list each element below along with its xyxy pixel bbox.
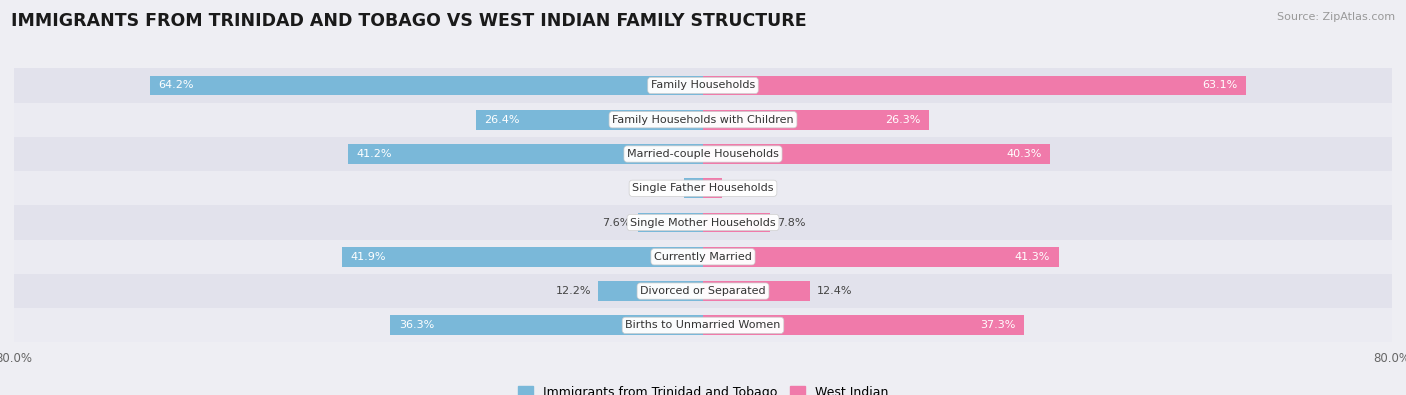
Bar xyxy=(703,281,810,301)
Text: Married-couple Households: Married-couple Households xyxy=(627,149,779,159)
Text: Source: ZipAtlas.com: Source: ZipAtlas.com xyxy=(1277,12,1395,22)
Bar xyxy=(598,281,703,301)
Bar xyxy=(14,205,1392,240)
Text: 41.9%: 41.9% xyxy=(350,252,387,262)
Bar xyxy=(14,137,1392,171)
Bar xyxy=(637,213,703,233)
Bar xyxy=(703,247,1059,267)
Bar xyxy=(703,110,929,130)
Text: 2.2%: 2.2% xyxy=(728,183,758,193)
Bar xyxy=(14,68,1392,103)
Text: 12.4%: 12.4% xyxy=(817,286,852,296)
Text: 41.2%: 41.2% xyxy=(357,149,392,159)
Bar xyxy=(703,144,1050,164)
Text: Births to Unmarried Women: Births to Unmarried Women xyxy=(626,320,780,330)
Text: 37.3%: 37.3% xyxy=(980,320,1015,330)
Bar xyxy=(703,178,721,198)
Bar xyxy=(14,171,1392,205)
Text: 40.3%: 40.3% xyxy=(1007,149,1042,159)
Text: Family Households: Family Households xyxy=(651,81,755,90)
Bar xyxy=(685,178,703,198)
Text: 12.2%: 12.2% xyxy=(555,286,591,296)
Text: 64.2%: 64.2% xyxy=(159,81,194,90)
Bar xyxy=(703,315,1024,335)
Bar xyxy=(703,75,1246,96)
Bar xyxy=(14,240,1392,274)
Text: 2.2%: 2.2% xyxy=(648,183,678,193)
Text: 36.3%: 36.3% xyxy=(399,320,434,330)
Text: 63.1%: 63.1% xyxy=(1202,81,1237,90)
Legend: Immigrants from Trinidad and Tobago, West Indian: Immigrants from Trinidad and Tobago, Wes… xyxy=(513,381,893,395)
Text: Single Mother Households: Single Mother Households xyxy=(630,218,776,228)
Text: 26.4%: 26.4% xyxy=(484,115,520,125)
Text: 41.3%: 41.3% xyxy=(1015,252,1050,262)
Bar xyxy=(14,274,1392,308)
Bar xyxy=(14,103,1392,137)
Bar xyxy=(391,315,703,335)
Bar xyxy=(14,308,1392,342)
Text: Divorced or Separated: Divorced or Separated xyxy=(640,286,766,296)
Text: Currently Married: Currently Married xyxy=(654,252,752,262)
Text: 7.6%: 7.6% xyxy=(602,218,631,228)
Bar xyxy=(150,75,703,96)
Bar xyxy=(475,110,703,130)
Bar xyxy=(342,247,703,267)
Text: 26.3%: 26.3% xyxy=(886,115,921,125)
Text: Single Father Households: Single Father Households xyxy=(633,183,773,193)
Text: 7.8%: 7.8% xyxy=(778,218,806,228)
Text: Family Households with Children: Family Households with Children xyxy=(612,115,794,125)
Bar xyxy=(349,144,703,164)
Text: IMMIGRANTS FROM TRINIDAD AND TOBAGO VS WEST INDIAN FAMILY STRUCTURE: IMMIGRANTS FROM TRINIDAD AND TOBAGO VS W… xyxy=(11,12,807,30)
Bar xyxy=(703,213,770,233)
